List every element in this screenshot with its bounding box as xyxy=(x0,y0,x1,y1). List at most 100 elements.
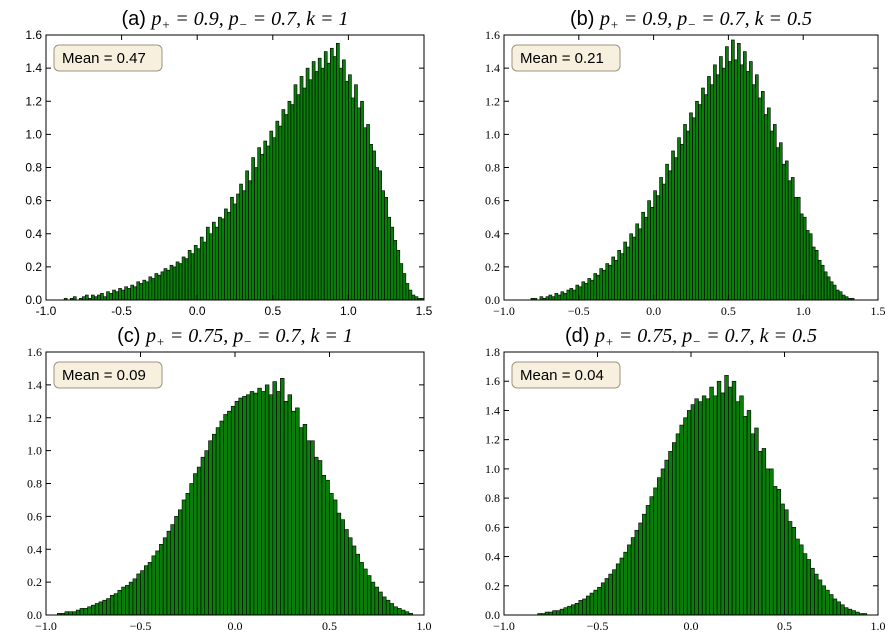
histogram-bar xyxy=(761,91,765,301)
x-tick-label: 0.0 xyxy=(684,619,699,633)
x-tick-label: −0.5 xyxy=(130,619,152,633)
histogram-bar xyxy=(662,183,666,301)
mean-annotation: Mean = 0.21 xyxy=(520,50,604,67)
histogram-bar xyxy=(752,84,756,301)
x-tick-label: 1.0 xyxy=(796,304,811,318)
y-tick-label: 1.4 xyxy=(485,61,500,75)
histogram-bar xyxy=(754,427,759,616)
histogram-bar xyxy=(585,595,591,616)
histogram-bar xyxy=(246,394,251,616)
histogram-bar xyxy=(272,381,277,616)
histogram-bar xyxy=(242,190,246,301)
histogram-bar xyxy=(109,594,115,616)
histogram-bar xyxy=(587,278,592,301)
histogram-bar xyxy=(778,142,783,301)
histogram-bar xyxy=(735,401,740,616)
y-tick-label: 0.6 xyxy=(27,509,42,523)
histogram-bar xyxy=(626,246,630,301)
histogram-bar xyxy=(266,145,271,301)
y-tick-label: 1.4 xyxy=(27,378,42,392)
histogram-bar xyxy=(132,578,138,616)
histogram-bar xyxy=(683,417,688,616)
histogram-bar xyxy=(653,190,657,301)
histogram-bar xyxy=(329,47,334,301)
histogram-bar xyxy=(627,544,632,616)
x-tick-label: -0.5 xyxy=(111,304,132,318)
y-tick-label: 1.6 xyxy=(485,374,500,388)
histogram-bar xyxy=(728,61,732,301)
histogram-bar xyxy=(675,433,681,616)
histogram-bar xyxy=(829,594,834,616)
histogram-bar xyxy=(348,74,352,301)
histogram-bar xyxy=(205,226,210,301)
x-tick-label: −0.5 xyxy=(568,304,590,318)
histogram-bar xyxy=(614,259,618,301)
histogram-bar xyxy=(826,276,831,301)
histogram-bar xyxy=(802,553,808,616)
histogram-bar xyxy=(605,263,610,301)
histogram-bar xyxy=(781,163,786,301)
histogram-bar xyxy=(596,274,601,301)
y-tick-label: 0.4 xyxy=(25,227,42,241)
mean-box xyxy=(53,44,163,72)
histogram-bar xyxy=(653,487,658,616)
bars-a xyxy=(63,42,425,301)
panel-c: −1.0 −0.5 0.0 0.5 1.0 0.0 0.2 0.4 0.6 0.8 1.0 1.2 1.… xyxy=(27,325,432,633)
histogram-bar xyxy=(100,293,104,301)
histogram-bar xyxy=(121,586,126,616)
histogram-bar xyxy=(630,537,636,616)
histogram-bar xyxy=(795,538,800,616)
histogram-bar xyxy=(705,398,711,616)
histogram-bar xyxy=(326,62,331,301)
histogram-bar xyxy=(734,59,738,301)
histogram-bar xyxy=(793,197,798,301)
x-tick-label: 0.5 xyxy=(721,304,736,318)
histogram-bar xyxy=(360,100,364,301)
histogram-bar xyxy=(209,233,213,301)
histogram-bar xyxy=(825,589,830,616)
histogram-bar xyxy=(554,293,559,301)
histogram-bar xyxy=(193,473,198,616)
histogram-bar xyxy=(305,67,310,301)
histogram-bar xyxy=(724,375,729,616)
mean-annotation: Mean = 0.04 xyxy=(520,367,604,384)
y-tick-label: 1.6 xyxy=(27,345,42,359)
histogram-bar xyxy=(190,253,195,301)
histogram-bar xyxy=(381,190,385,301)
y-tick-label: 0.4 xyxy=(485,227,500,241)
histogram-bar xyxy=(166,530,172,616)
histogram-bar xyxy=(665,163,669,301)
histogram-bar xyxy=(159,544,164,616)
histogram-bar xyxy=(814,573,819,616)
histogram-bar xyxy=(151,278,156,301)
histogram-bar xyxy=(215,427,221,616)
histogram-bar xyxy=(142,279,147,301)
histogram-bar xyxy=(85,294,89,301)
histogram-bar xyxy=(221,218,225,301)
x-tick-label: 0.0 xyxy=(228,619,243,633)
histogram-bar xyxy=(810,567,815,616)
histogram-bar xyxy=(396,250,401,301)
x-tick-label: 1.5 xyxy=(871,304,886,318)
histogram-bar xyxy=(701,395,707,616)
histogram-bar xyxy=(401,609,406,616)
histogram-bar xyxy=(644,216,648,301)
histogram-bar xyxy=(620,253,624,301)
x-tick-label: −1.0 xyxy=(493,619,515,633)
histogram-bar xyxy=(295,407,300,616)
histogram-bar xyxy=(766,107,771,301)
y-tick-label: 0.2 xyxy=(25,260,42,274)
histogram-bar xyxy=(746,410,752,616)
histogram-bar xyxy=(710,84,714,301)
histogram-bar xyxy=(629,233,633,301)
histogram-bar xyxy=(178,263,183,301)
histogram-bar xyxy=(284,114,289,301)
histogram-bar xyxy=(750,433,755,616)
histogram-bar xyxy=(634,529,639,616)
histogram-bar xyxy=(212,433,217,616)
histogram-bar xyxy=(102,599,107,616)
histogram-bar xyxy=(645,505,651,616)
histogram-bar xyxy=(117,590,122,616)
histogram-bar xyxy=(344,529,349,616)
histogram-bar xyxy=(600,582,606,616)
